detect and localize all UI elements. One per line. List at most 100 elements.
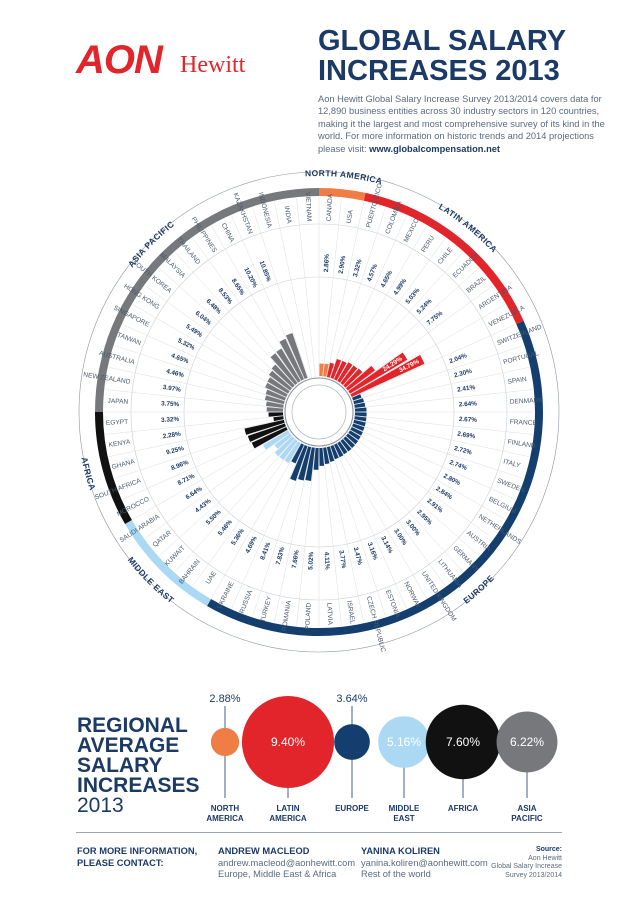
regional-title-line-2: AVERAGE: [77, 734, 180, 757]
bubble-africa: [425, 704, 501, 780]
country-label-estonia: ESTONIA: [384, 589, 401, 619]
country-label-russia: RUSSIA: [239, 589, 255, 615]
bar-netherlands: [348, 430, 361, 441]
bubble-value-europe: 3.64%: [336, 693, 367, 705]
spoke-25: [334, 439, 427, 599]
bars: [244, 333, 425, 481]
spoke-8: [342, 267, 479, 391]
spoke-17: [350, 418, 530, 457]
bubble-value-africa: 7.60%: [446, 735, 480, 749]
value-label-kenya: 2.28%: [162, 431, 181, 441]
bar-morocco: [251, 426, 288, 449]
country-label-turkey: TURKEY: [260, 595, 274, 623]
spoke-18: [349, 421, 524, 479]
value-label-kuwait: 5.50%: [205, 508, 223, 526]
spoke-33: [252, 442, 310, 617]
bar-norway: [333, 443, 344, 458]
bar-brazil: [346, 365, 376, 391]
spoke-31: [296, 443, 316, 626]
bar-portugal: [353, 398, 364, 405]
value-label-new-zealand: 3.97%: [162, 384, 181, 394]
value-label-finland: 2.69%: [457, 431, 476, 441]
bar-taiwan: [265, 389, 286, 401]
bubbles: 2.88%NORTHAMERICA9.40%LATINAMERICA3.64%E…: [206, 693, 558, 823]
spoke-47: [108, 367, 288, 406]
value-label-taiwan: 4.65%: [170, 352, 190, 365]
bar-ecuador: [343, 368, 363, 388]
value-label-brazil: 7.75%: [426, 310, 445, 327]
bar-bahrain: [279, 439, 298, 461]
value-label-south-africa: 8.96%: [170, 459, 190, 472]
bubble-category-middle-east-0: MIDDLE: [389, 804, 420, 813]
bubble-category-asia-pacific-1: PACIFIC: [511, 814, 543, 823]
spoke-6: [337, 237, 446, 387]
spoke-44: [105, 415, 288, 435]
country-label-poland: POLAND: [304, 602, 312, 630]
bubble-north-america: [210, 727, 240, 757]
aon-hewitt-logo: AON Hewitt: [76, 38, 266, 84]
title-line-1: GLOBAL SALARY: [318, 25, 567, 57]
spoke-12: [349, 345, 524, 403]
contact-yanina-email[interactable]: yanina.koliren@aonhewitt.com: [361, 857, 488, 868]
value-label-colombia: 4.57%: [366, 263, 379, 283]
value-label-romania: 7.66%: [291, 549, 301, 568]
spoke-54: [192, 237, 301, 387]
country-label-qatar: QATAR: [152, 530, 173, 549]
contact-andrew: ANDREW MACLEOD andrew.macleod@aonhewitt.…: [218, 846, 355, 881]
bar-denmark: [354, 407, 367, 412]
bubble-europe: [334, 724, 370, 760]
contact-andrew-region: Europe, Middle East & Africa: [218, 869, 337, 879]
spoke-49: [122, 324, 290, 400]
bar-south-africa: [247, 423, 286, 442]
regional-title-line-4: INCREASES: [77, 774, 200, 797]
bar-saudi-arabia: [263, 430, 290, 450]
value-label-egypt: 3.32%: [161, 416, 180, 424]
spoke-29: [322, 443, 342, 626]
spoke-37: [174, 435, 298, 572]
bar-germany: [343, 436, 355, 448]
value-label-bahrain: 5.46%: [217, 518, 234, 537]
spoke-34: [231, 441, 307, 609]
spoke-22: [342, 433, 479, 557]
spoke-51: [144, 285, 294, 394]
value-label-australia: 4.46%: [165, 368, 185, 380]
bar-israel: [323, 447, 330, 465]
country-label-mexico: MEXICO: [403, 217, 421, 243]
intro-paragraph: Aon Hewitt Global Salary Increase Survey…: [318, 93, 608, 155]
contact-label-line-1: FOR MORE INFORMATION,: [77, 846, 198, 856]
spoke-42: [114, 421, 289, 479]
region-label-textpath-north-america: NORTH AMERICA: [305, 170, 383, 186]
bar-argentina: [348, 352, 408, 394]
bar-france: [354, 412, 367, 417]
outer-guide-ring: [78, 171, 560, 653]
regional-title-line-3: SALARY: [77, 754, 163, 777]
value-label-estonia: 3.16%: [366, 542, 379, 562]
regional-bubble-chart: 2.88%NORTHAMERICA9.40%LATINAMERICA3.64%E…: [206, 693, 558, 823]
spoke-16: [350, 415, 533, 435]
bar-china: [279, 338, 305, 381]
country-label-peru: PERU: [420, 234, 436, 253]
value-labels: 2.86% 2.90% 3.32% 4.57% 4.65%4.99%5.03%5.24%…: [161, 254, 478, 570]
bar-austria: [346, 433, 359, 445]
country-label-new-zealand: NEW ZEALAND: [83, 371, 131, 385]
value-label-hong-kong: 5.49%: [184, 323, 203, 339]
value-label-thailand: 8.53%: [217, 287, 234, 306]
intro-link[interactable]: www.globalcompensation.net: [369, 143, 501, 154]
spoke-11: [348, 324, 516, 400]
value-label-chile: 5.03%: [405, 287, 422, 306]
spokes: [104, 197, 534, 627]
bar-kenya: [273, 416, 284, 422]
value-label-malaysia: 6.48%: [205, 298, 223, 316]
source-line-2: Global Salary Increase: [491, 863, 562, 870]
inner-ring: [284, 377, 354, 447]
country-label-kazakhstan: KAZAKHSTAN: [231, 192, 253, 235]
spoke-36: [192, 437, 301, 587]
bubble-category-asia-pacific-0: ASIA: [517, 804, 536, 813]
contact-andrew-email[interactable]: andrew.macleod@aonhewitt.com: [218, 857, 356, 868]
bar-lithuania: [340, 439, 352, 452]
bar-uae: [284, 441, 301, 464]
value-label-poland: 5.02%: [307, 551, 315, 570]
bar-italy: [353, 419, 366, 427]
region-arc-africa: [95, 412, 132, 524]
spoke-35: [211, 439, 304, 599]
